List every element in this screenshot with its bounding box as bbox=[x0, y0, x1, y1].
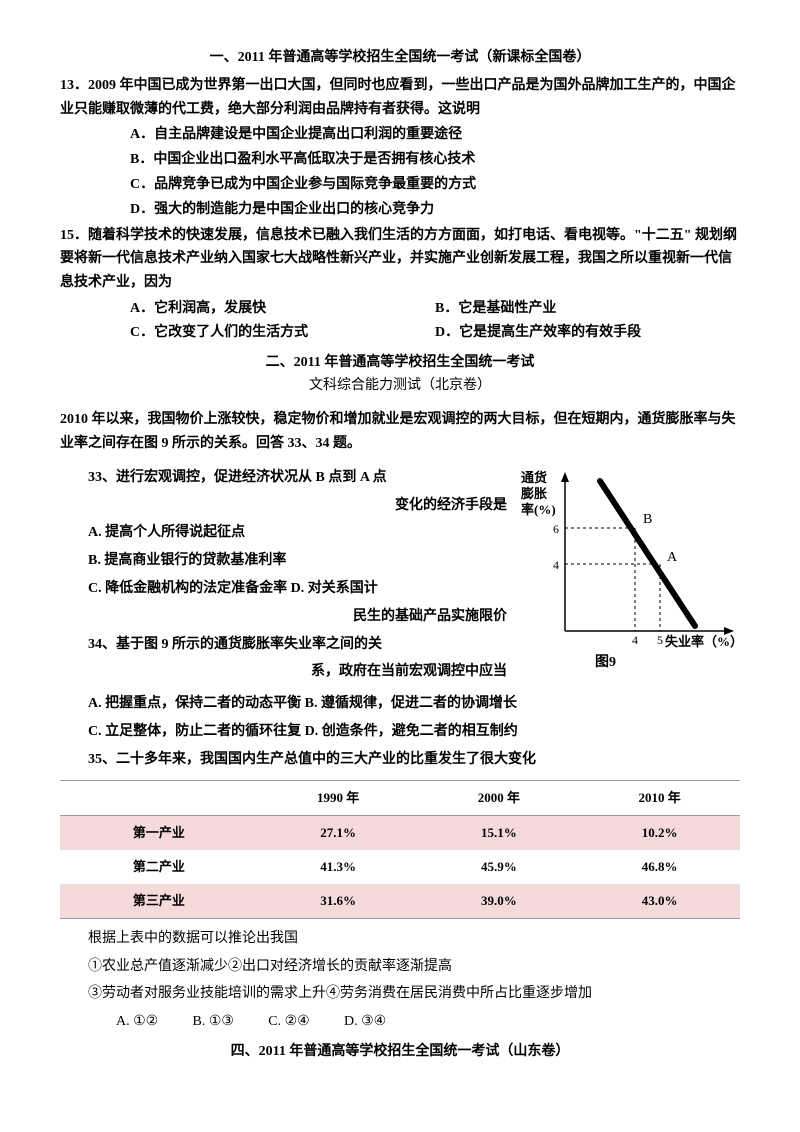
q35-opt-c: C. ②④ bbox=[268, 1010, 309, 1034]
q33-tail: 民生的基础产品实施限价 bbox=[353, 609, 507, 624]
section4-title: 四、2011 年普通高等学校招生全国统一考试（山东卷） bbox=[60, 1040, 740, 1064]
q15-opt-d: D．它是提高生产效率的有效手段 bbox=[435, 321, 740, 345]
q34-opt-ab: A. 把握重点，保持二者的动态平衡 B. 遵循规律，促进二者的协调增长 bbox=[60, 692, 740, 716]
q35-line2: ③劳动者对服务业技能培训的需求上升④劳务消费在居民消费中所占比重逐步增加 bbox=[60, 982, 740, 1006]
table-col-0 bbox=[60, 780, 258, 815]
q35-opt-d: D. ③④ bbox=[344, 1010, 386, 1034]
table-col-2: 2000 年 bbox=[419, 780, 580, 815]
q35-stem: 35、二十多年来，我国国内生产总值中的三大产业的比重发生了很大变化 bbox=[60, 748, 740, 772]
q13-opt-d: D．强大的制造能力是中国企业出口的核心竞争力 bbox=[130, 198, 740, 222]
chart-y-label-1: 通货 bbox=[521, 470, 547, 485]
chart-xtick-4: 4 bbox=[632, 633, 638, 647]
table-cell: 27.1% bbox=[258, 815, 419, 850]
table-col-3: 2010 年 bbox=[579, 780, 740, 815]
chart-y-label-2: 膨胀 bbox=[520, 486, 547, 501]
q15-opt-c: C．它改变了人们的生活方式 bbox=[130, 321, 435, 345]
q35-post: 根据上表中的数据可以推论出我国 bbox=[60, 927, 740, 951]
q15-opt-b: B．它是基础性产业 bbox=[435, 297, 740, 321]
q33-post: 变化的经济手段是 bbox=[395, 498, 507, 513]
table-cell: 第二产业 bbox=[60, 850, 258, 884]
q34-post: 系，政府在当前宏观调控中应当 bbox=[311, 664, 507, 679]
table-cell: 第一产业 bbox=[60, 815, 258, 850]
q35-line1: ①农业总产值逐渐减少②出口对经济增长的贡献率逐渐提高 bbox=[60, 955, 740, 979]
table-cell: 39.0% bbox=[419, 884, 580, 919]
chart-ytick-4: 4 bbox=[553, 558, 559, 572]
q13-opt-b: B．中国企业出口盈利水平高低取决于是否拥有核心技术 bbox=[130, 148, 740, 172]
q13-opt-a: A．自主品牌建设是中国企业提高出口利润的重要途径 bbox=[130, 123, 740, 147]
table-cell: 10.2% bbox=[579, 815, 740, 850]
section2-title2: 文科综合能力测试（北京卷） bbox=[60, 374, 740, 398]
table-row: 第二产业 41.3% 45.9% 46.8% bbox=[60, 850, 740, 884]
table-cell: 第三产业 bbox=[60, 884, 258, 919]
chart-ytick-6: 6 bbox=[553, 522, 559, 536]
q13-options: A．自主品牌建设是中国企业提高出口利润的重要途径 B．中国企业出口盈利水平高低取… bbox=[60, 123, 740, 221]
figure-9-chart: 通货 膨胀 率(%) 6 4 4 5 B A 失业率（%） 图9 bbox=[515, 466, 740, 676]
q13-opt-c: C．品牌竞争已成为中国企业参与国际竞争最重要的方式 bbox=[130, 173, 740, 197]
q15-opts-row2: C．它改变了人们的生活方式 D．它是提高生产效率的有效手段 bbox=[60, 321, 740, 345]
q35-opt-b: B. ①③ bbox=[193, 1010, 234, 1034]
chart-point-b: B bbox=[643, 512, 652, 527]
q33-pre-text: 33、进行宏观调控，促进经济状况从 B 点到 A 点 bbox=[88, 470, 387, 485]
q15-opt-a: A．它利润高，发展快 bbox=[130, 297, 435, 321]
table-col-1: 1990 年 bbox=[258, 780, 419, 815]
chart-point-a: A bbox=[667, 550, 678, 565]
q15-stem: 15．随着科学技术的快速发展，信息技术已融入我们生活的方方面面，如打电话、看电视… bbox=[60, 224, 740, 295]
table-row: 第一产业 27.1% 15.1% 10.2% bbox=[60, 815, 740, 850]
section2-title1: 二、2011 年普通高等学校招生全国统一考试 bbox=[60, 351, 740, 375]
chart-x-label: 失业率（%） bbox=[665, 634, 740, 649]
chart-xtick-5: 5 bbox=[657, 633, 663, 647]
q35-options: A. ①② B. ①③ C. ②④ D. ③④ bbox=[60, 1010, 740, 1034]
industry-table: 1990 年 2000 年 2010 年 第一产业 27.1% 15.1% 10… bbox=[60, 780, 740, 919]
table-cell: 43.0% bbox=[579, 884, 740, 919]
table-cell: 41.3% bbox=[258, 850, 419, 884]
chart-caption: 图9 bbox=[595, 654, 616, 670]
q35-opt-a: A. ①② bbox=[116, 1010, 158, 1034]
q15-opts-row1: A．它利润高，发展快 B．它是基础性产业 bbox=[60, 297, 740, 321]
table-cell: 31.6% bbox=[258, 884, 419, 919]
q34-opt-cd: C. 立足整体，防止二者的循环往复 D. 创造条件，避免二者的相互制约 bbox=[60, 720, 740, 744]
chart-y-label-3: 率(%) bbox=[521, 502, 556, 517]
table-cell: 46.8% bbox=[579, 850, 740, 884]
section1-title: 一、2011 年普通高等学校招生全国统一考试（新课标全国卷） bbox=[60, 46, 740, 70]
table-header-row: 1990 年 2000 年 2010 年 bbox=[60, 780, 740, 815]
table-row: 第三产业 31.6% 39.0% 43.0% bbox=[60, 884, 740, 919]
table-cell: 15.1% bbox=[419, 815, 580, 850]
table-cell: 45.9% bbox=[419, 850, 580, 884]
section2-intro: 2010 年以来，我国物价上涨较快，稳定物价和增加就业是宏观调控的两大目标，但在… bbox=[60, 408, 740, 456]
q13-stem: 13．2009 年中国已成为世界第一出口大国，但同时也应看到，一些出口产品是为国… bbox=[60, 74, 740, 122]
